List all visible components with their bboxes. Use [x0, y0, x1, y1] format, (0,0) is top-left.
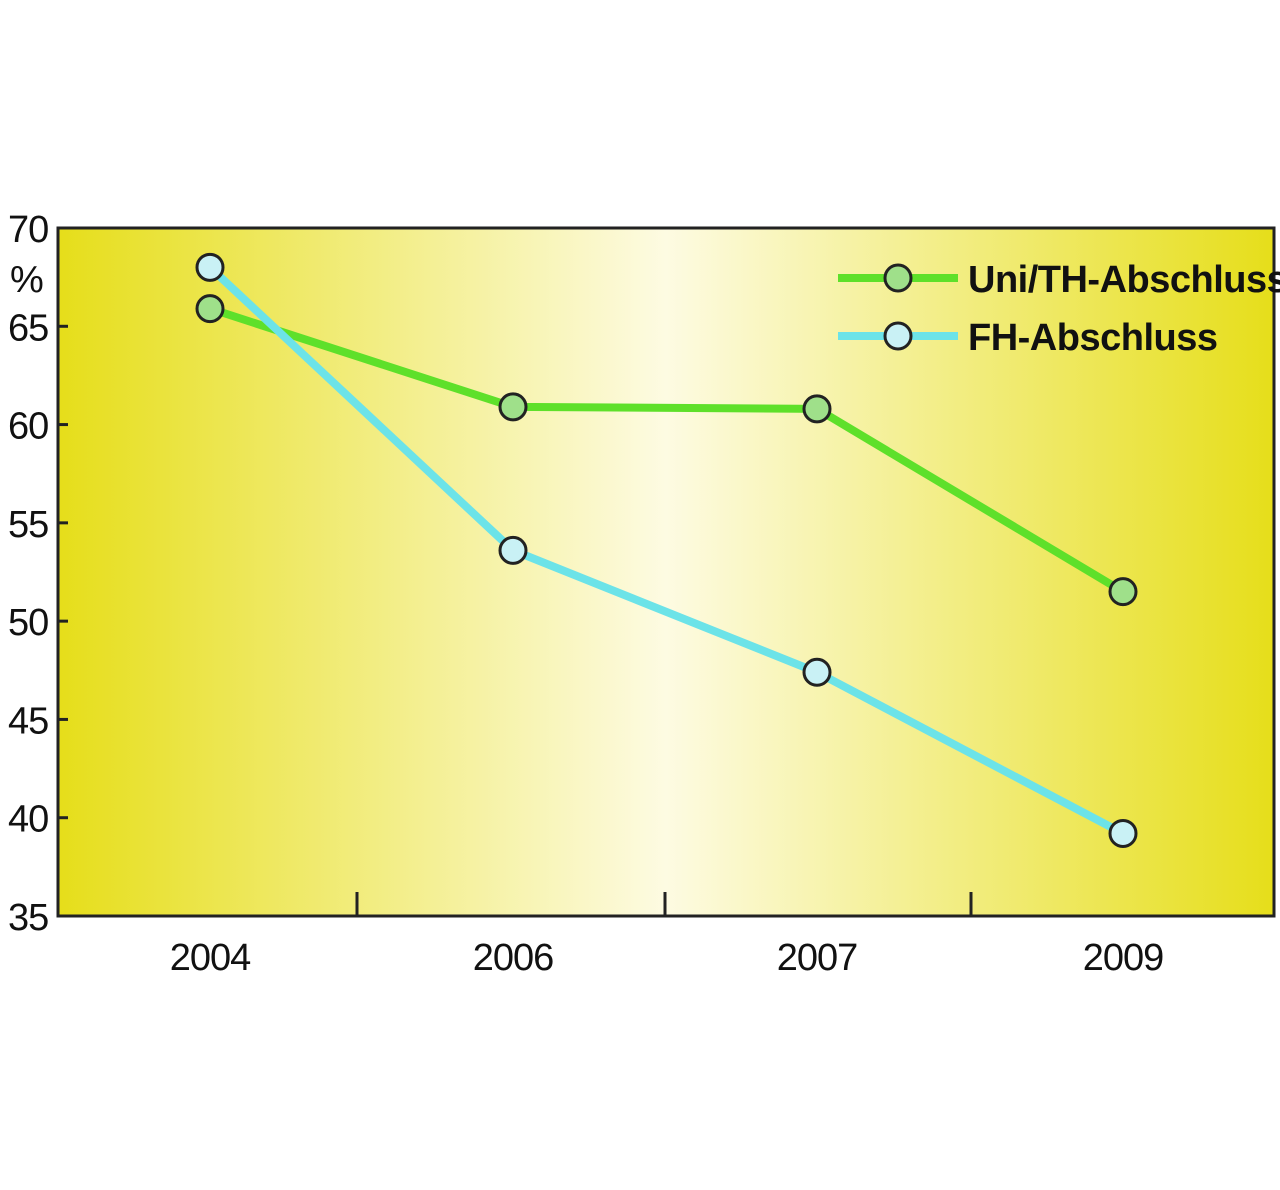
- series-lines: [207, 264, 1126, 837]
- x-tick-label-2004: 2004: [170, 937, 251, 979]
- series-markers: [195, 252, 1138, 848]
- data-point-fh-2006: [498, 535, 528, 565]
- x-tick-label-2007: 2007: [777, 937, 858, 979]
- legend-label-uni: Uni/TH-Abschluss: [968, 259, 1280, 301]
- y-axis: 35 40 45 50 55 60 65 70: [8, 209, 68, 939]
- legend-item-uni: Uni/TH-Abschluss: [838, 259, 1280, 301]
- y-tick-label-45: 45: [8, 700, 48, 742]
- x-axis: 2004 2006 2007 2009: [170, 892, 1164, 979]
- x-tick-label-2006: 2006: [473, 937, 554, 979]
- data-point-fh-2009: [1108, 818, 1138, 848]
- data-point-fh-2007: [802, 657, 832, 687]
- y-unit-label: %: [10, 259, 44, 301]
- legend-marker-fh: [883, 321, 913, 351]
- legend-marker-uni: [883, 263, 913, 293]
- y-tick-label-70: 70: [8, 209, 48, 251]
- plot-area: [56, 226, 1276, 918]
- data-point-uni-2007: [802, 394, 832, 424]
- legend-label-fh: FH-Abschluss: [968, 317, 1217, 359]
- legend: Uni/TH-Abschluss FH-Abschluss: [838, 259, 1280, 359]
- y-tick-label-65: 65: [8, 307, 48, 349]
- y-tick-label-60: 60: [8, 406, 48, 448]
- series-line-uni: [208, 304, 1126, 596]
- y-tick-label-40: 40: [8, 799, 48, 841]
- data-point-fh-2004: [195, 252, 225, 282]
- data-point-uni-2009: [1108, 577, 1138, 607]
- x-tick-label-2009: 2009: [1083, 937, 1164, 979]
- data-point-uni-2004: [195, 294, 225, 324]
- y-tick-label-55: 55: [8, 504, 48, 546]
- y-tick-label-50: 50: [8, 602, 48, 644]
- data-point-uni-2006: [498, 392, 528, 422]
- series-line-fh: [207, 264, 1125, 837]
- legend-item-fh: FH-Abschluss: [838, 317, 1218, 359]
- y-tick-label-35: 35: [8, 897, 48, 939]
